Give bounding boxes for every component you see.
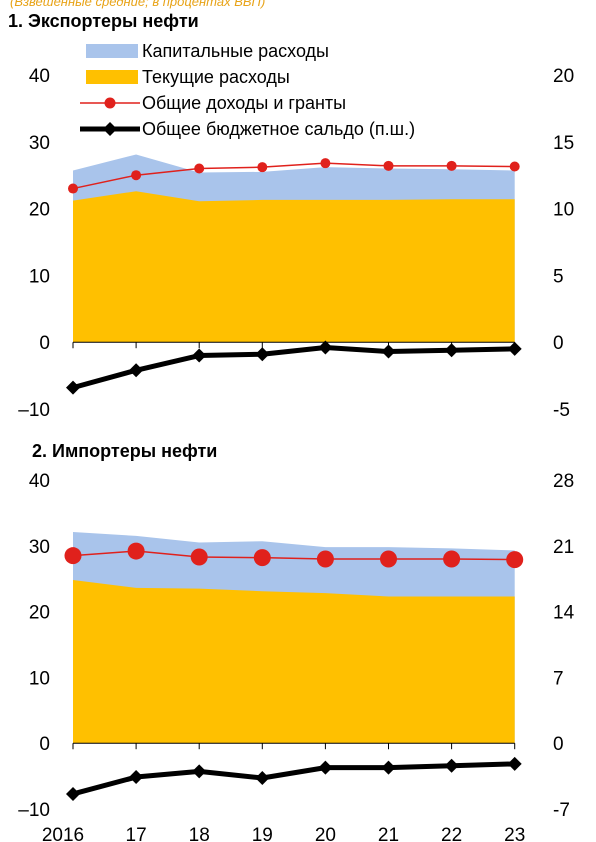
y-tick-left-1-3: 20 bbox=[29, 200, 50, 221]
y-tick-left-2-1: 0 bbox=[39, 734, 50, 755]
y-tick-right-2-5: 28 bbox=[553, 471, 574, 492]
y-tick-left-1-1: 0 bbox=[39, 333, 50, 354]
line-balance-2 bbox=[72, 761, 515, 797]
point-revenue-2-3 bbox=[253, 549, 271, 567]
point-revenue-1-1 bbox=[131, 170, 142, 181]
legend-item-revenue: Общие доходы и гранты bbox=[80, 90, 415, 116]
point-revenue-2-1 bbox=[127, 542, 145, 560]
line-revenue-2 bbox=[72, 550, 515, 561]
point-revenue-1-7 bbox=[509, 161, 520, 172]
y-tick-right-2-4: 21 bbox=[553, 537, 574, 558]
panel-1-title: 1. Экспортеры нефти bbox=[8, 11, 199, 31]
point-balance-1-2 bbox=[192, 348, 207, 363]
y-tick-left-2-4: 30 bbox=[29, 537, 50, 558]
x-tick-label-5: 21 bbox=[378, 825, 399, 842]
point-revenue-2-7 bbox=[506, 551, 524, 569]
y-tick-right-2-2: 7 bbox=[553, 668, 564, 689]
y-tick-left-1-0: –10 bbox=[18, 400, 50, 421]
y-tick-right-2-3: 14 bbox=[553, 603, 575, 624]
point-balance-1-6 bbox=[444, 343, 459, 358]
y-tick-right-1-2: 5 bbox=[553, 266, 564, 287]
y-tick-right-1-5: 20 bbox=[553, 66, 574, 87]
point-revenue-1-6 bbox=[446, 160, 457, 171]
y-tick-left-1-5: 40 bbox=[29, 66, 50, 87]
y-tick-right-2-1: 0 bbox=[553, 734, 564, 755]
y-tick-left-2-2: 10 bbox=[29, 668, 50, 689]
panel-2-title: 2. Импортеры нефти bbox=[32, 441, 218, 461]
legend-item-capital: Капитальные расходы bbox=[80, 38, 415, 64]
x-tick-label-0: 2016 bbox=[42, 825, 84, 842]
y-tick-left-1-2: 10 bbox=[29, 266, 50, 287]
point-balance-2-2 bbox=[192, 764, 207, 779]
legend-label-capital: Капитальные расходы bbox=[142, 41, 329, 61]
legend-line-revenue bbox=[80, 97, 140, 109]
point-balance-1-3 bbox=[255, 347, 270, 362]
x-tick-label-1: 17 bbox=[126, 825, 147, 842]
x-tick-label-6: 22 bbox=[441, 825, 462, 842]
point-revenue-1-2 bbox=[194, 163, 205, 174]
point-balance-1-0 bbox=[66, 380, 80, 395]
x-tick-label-3: 19 bbox=[252, 825, 273, 842]
y-tick-left-2-3: 20 bbox=[29, 603, 50, 624]
point-balance-1-7 bbox=[507, 341, 522, 356]
x-tick-label-7: 23 bbox=[504, 825, 525, 842]
legend-item-balance: Общее бюджетное сальдо (п.ш.) bbox=[80, 116, 415, 142]
legend-line-balance bbox=[80, 122, 140, 136]
legend-label-revenue: Общие доходы и гранты bbox=[142, 93, 347, 113]
x-tick-label-4: 20 bbox=[315, 825, 336, 842]
point-revenue-1-0 bbox=[68, 183, 78, 194]
point-revenue-1-5 bbox=[383, 160, 394, 171]
point-revenue-2-2 bbox=[190, 548, 208, 566]
legend-swatch-current bbox=[86, 70, 138, 84]
point-revenue-2-6 bbox=[443, 550, 461, 568]
point-revenue-1-4 bbox=[320, 158, 331, 169]
legend-swatch-capital bbox=[86, 44, 138, 58]
y-tick-right-1-4: 15 bbox=[553, 133, 574, 154]
point-balance-2-6 bbox=[444, 758, 459, 773]
chart-subtitle: (Взвешенные средние; в процентах ВВП) bbox=[10, 0, 266, 9]
y-tick-right-1-1: 0 bbox=[553, 333, 564, 354]
y-tick-right-1-0: -5 bbox=[553, 400, 570, 421]
point-revenue-2-4 bbox=[316, 550, 334, 568]
line-balance-1 bbox=[72, 345, 515, 391]
area-current-2 bbox=[73, 580, 515, 744]
point-balance-1-5 bbox=[381, 344, 396, 359]
legend-label-balance: Общее бюджетное сальдо (п.ш.) bbox=[142, 119, 416, 139]
legend-label-current: Текущие расходы bbox=[142, 67, 290, 87]
point-revenue-1-3 bbox=[257, 162, 268, 173]
line-revenue-1 bbox=[72, 162, 515, 190]
point-balance-2-4 bbox=[318, 760, 333, 775]
point-balance-1-4 bbox=[318, 340, 333, 355]
y-tick-right-2-0: -7 bbox=[553, 800, 570, 821]
x-tick-label-2: 18 bbox=[189, 825, 210, 842]
point-balance-2-1 bbox=[129, 770, 144, 785]
point-balance-2-5 bbox=[381, 760, 396, 775]
point-balance-1-1 bbox=[129, 363, 144, 378]
y-tick-right-1-3: 10 bbox=[553, 200, 574, 221]
legend-item-current: Текущие расходы bbox=[80, 64, 415, 90]
point-balance-2-7 bbox=[507, 756, 522, 771]
y-tick-left-2-5: 40 bbox=[29, 471, 50, 492]
point-revenue-2-5 bbox=[380, 550, 397, 568]
point-balance-2-0 bbox=[66, 786, 80, 801]
y-tick-left-1-4: 30 bbox=[29, 133, 50, 154]
legend: Капитальные расходы Текущие расходы Общи… bbox=[80, 38, 415, 142]
point-balance-2-3 bbox=[255, 770, 270, 785]
y-tick-left-2-0: –10 bbox=[18, 800, 50, 821]
point-revenue-2-0 bbox=[64, 547, 82, 565]
area-current-1 bbox=[73, 191, 515, 343]
